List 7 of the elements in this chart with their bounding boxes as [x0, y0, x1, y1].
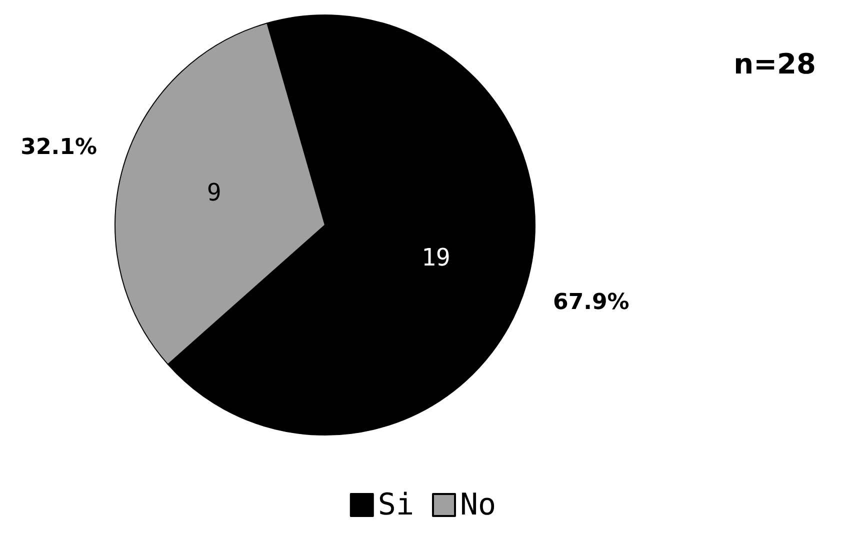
data-label: 32.1% — [20, 135, 97, 160]
text: 9 — [206, 178, 222, 207]
data-label: 67.9% — [553, 290, 630, 315]
text: 19 — [421, 243, 450, 272]
legend-label: No — [460, 488, 496, 522]
text: n=28 — [734, 48, 816, 80]
legend-label: Si — [378, 488, 414, 522]
